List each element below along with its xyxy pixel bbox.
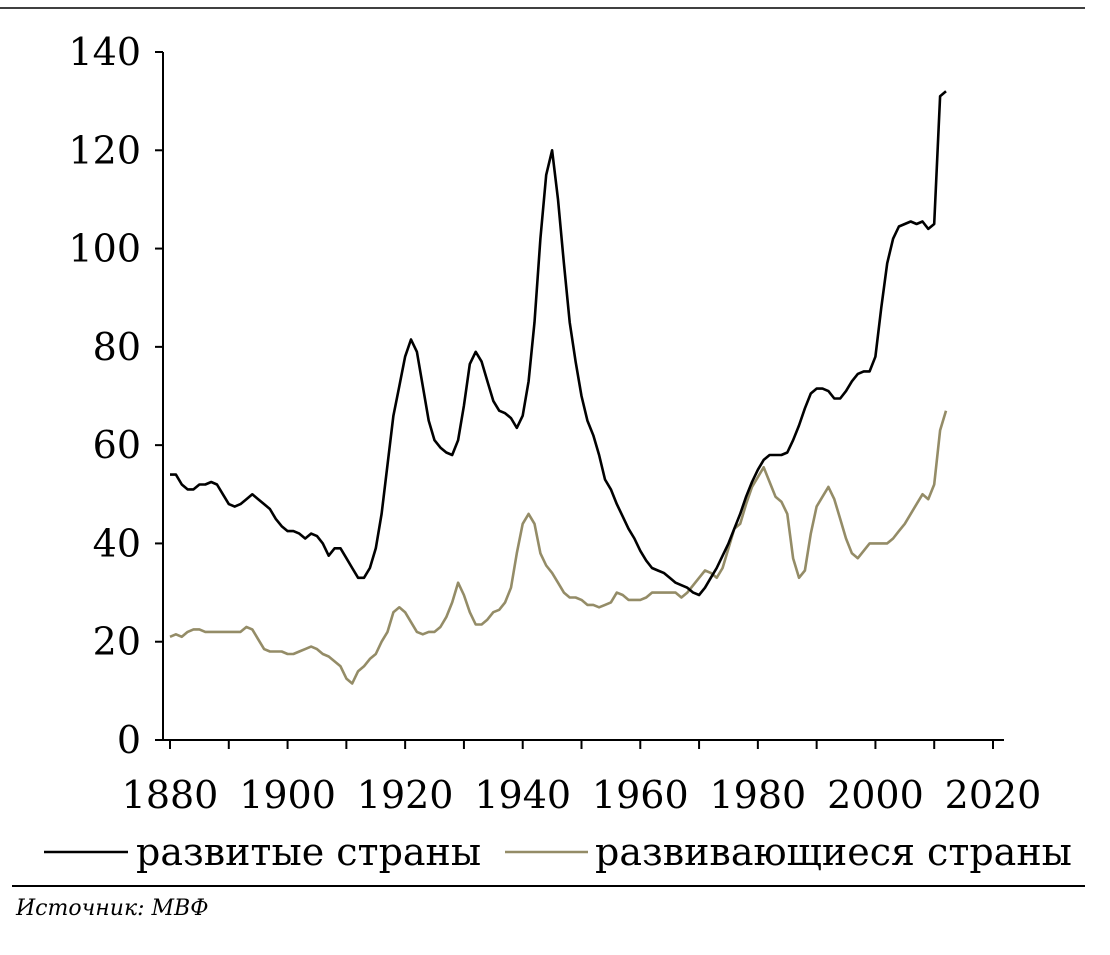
series-line-developing [169,410,948,685]
y-tick-label: 80 [93,325,141,369]
legend-item-developing: развивающиеся страны [505,830,1072,874]
legend-label-developed: развитые страны [136,830,481,874]
x-tick-label: 2020 [945,773,1042,817]
y-tick-label: 0 [117,718,141,762]
x-tick-label: 1940 [474,773,571,817]
series-layer [169,90,948,685]
y-tick-label: 20 [93,620,141,664]
y-tick-label: 40 [93,521,141,565]
x-tick-label: 1980 [709,773,806,817]
source-note: Источник: МВФ [15,896,208,921]
legend-label-developing: развивающиеся страны [595,830,1072,874]
y-tick-label: 100 [68,227,141,271]
x-tick-label: 1960 [592,773,689,817]
x-tick-label: 1920 [357,773,454,817]
legend: развитые страны развивающиеся страны [44,830,1072,874]
y-tick-label: 60 [93,423,141,467]
y-ticks: 0 20 40 60 80 100 120 140 [68,30,163,762]
x-tick-label: 1900 [239,773,336,817]
y-tick-label: 140 [68,30,141,74]
x-ticks: 1880 1900 1920 1940 1960 1980 2000 2020 [122,740,1042,817]
axes [162,52,1004,741]
x-tick-label: 2000 [827,773,924,817]
legend-item-developed: развитые страны [44,830,481,874]
y-tick-label: 120 [68,128,141,172]
series-line-developed [170,90,947,597]
x-tick-label: 1880 [122,773,219,817]
